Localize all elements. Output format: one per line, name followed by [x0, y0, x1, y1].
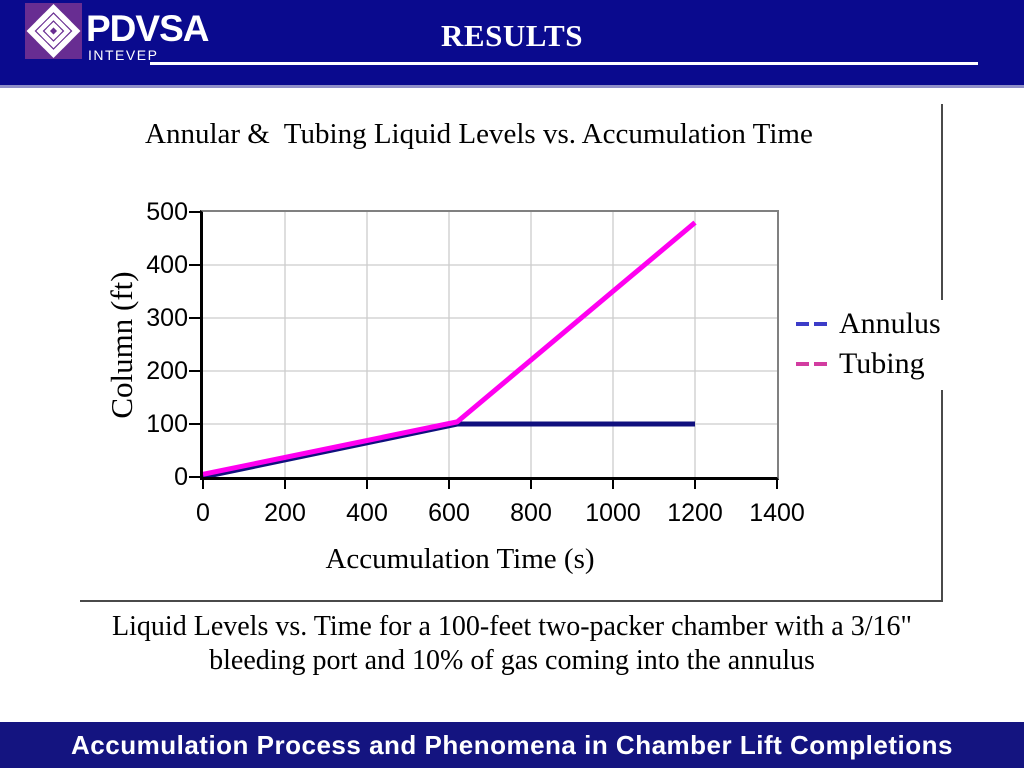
x-tick-mark [202, 480, 204, 489]
x-tick-mark [284, 480, 286, 489]
y-tick-mark [189, 423, 200, 425]
x-tick-label: 800 [510, 499, 552, 527]
footer-bar: Accumulation Process and Phenomena in Ch… [0, 722, 1024, 768]
footer-title: Accumulation Process and Phenomena in Ch… [71, 729, 953, 760]
y-tick-label: 400 [146, 251, 188, 279]
plot-area [200, 210, 779, 480]
x-tick-label: 1400 [749, 499, 805, 527]
legend-annulus-dash-icon [796, 322, 827, 326]
x-tick-mark [612, 480, 614, 489]
figure-caption-line2: bleeding port and 10% of gas coming into… [209, 645, 815, 676]
header-bar: PDVSA INTEVEP RESULTS [0, 0, 1024, 88]
pdvsa-logo-icon [26, 4, 81, 58]
x-tick-label: 400 [346, 499, 388, 527]
y-tick-mark [189, 476, 200, 478]
x-tick-label: 1200 [667, 499, 723, 527]
legend-dash-segment [814, 322, 827, 326]
x-tick-mark [448, 480, 450, 489]
y-tick-mark [189, 264, 200, 266]
legend-dash-segment [796, 362, 809, 366]
chart-title: Annular & Tubing Liquid Levels vs. Accum… [145, 118, 813, 150]
legend-item-annulus: Annulus [796, 304, 941, 344]
y-tick-label: 200 [146, 357, 188, 385]
legend-label: Annulus [839, 307, 941, 340]
header-underline [150, 62, 978, 65]
y-tick-label: 0 [174, 463, 188, 491]
x-tick-mark [776, 480, 778, 489]
y-tick-mark [189, 211, 200, 213]
figure-caption-line1: Liquid Levels vs. Time for a 100-feet tw… [112, 611, 912, 642]
x-tick-label: 200 [264, 499, 306, 527]
chart-legend: Annulus Tubing [788, 300, 949, 390]
content-frame-horizontal-line [80, 600, 943, 602]
legend-tubing-dash-icon [796, 362, 827, 366]
x-tick-label: 1000 [585, 499, 641, 527]
y-tick-mark [189, 370, 200, 372]
x-tick-label: 0 [196, 499, 210, 527]
legend-dash-segment [796, 322, 809, 326]
x-tick-mark [530, 480, 532, 489]
logo-wordmark: PDVSA [86, 8, 209, 49]
x-tick-mark [366, 480, 368, 489]
legend-label: Tubing [839, 347, 925, 380]
x-tick-label: 600 [428, 499, 470, 527]
slide-title: RESULTS [441, 18, 583, 53]
legend-dash-segment [814, 362, 827, 366]
legend-item-tubing: Tubing [796, 344, 941, 384]
y-tick-label: 500 [146, 198, 188, 226]
plot-canvas [203, 212, 777, 477]
x-tick-mark [694, 480, 696, 489]
y-tick-label: 100 [146, 410, 188, 438]
series-tubing-line [203, 220, 697, 477]
pdvsa-logo [25, 3, 82, 59]
y-tick-label: 300 [146, 304, 188, 332]
logo-subtext: INTEVEP [88, 47, 159, 63]
figure-caption: Liquid Levels vs. Time for a 100-feet tw… [60, 610, 964, 678]
x-axis-label: Accumulation Time (s) [325, 543, 595, 575]
y-tick-mark [189, 317, 200, 319]
